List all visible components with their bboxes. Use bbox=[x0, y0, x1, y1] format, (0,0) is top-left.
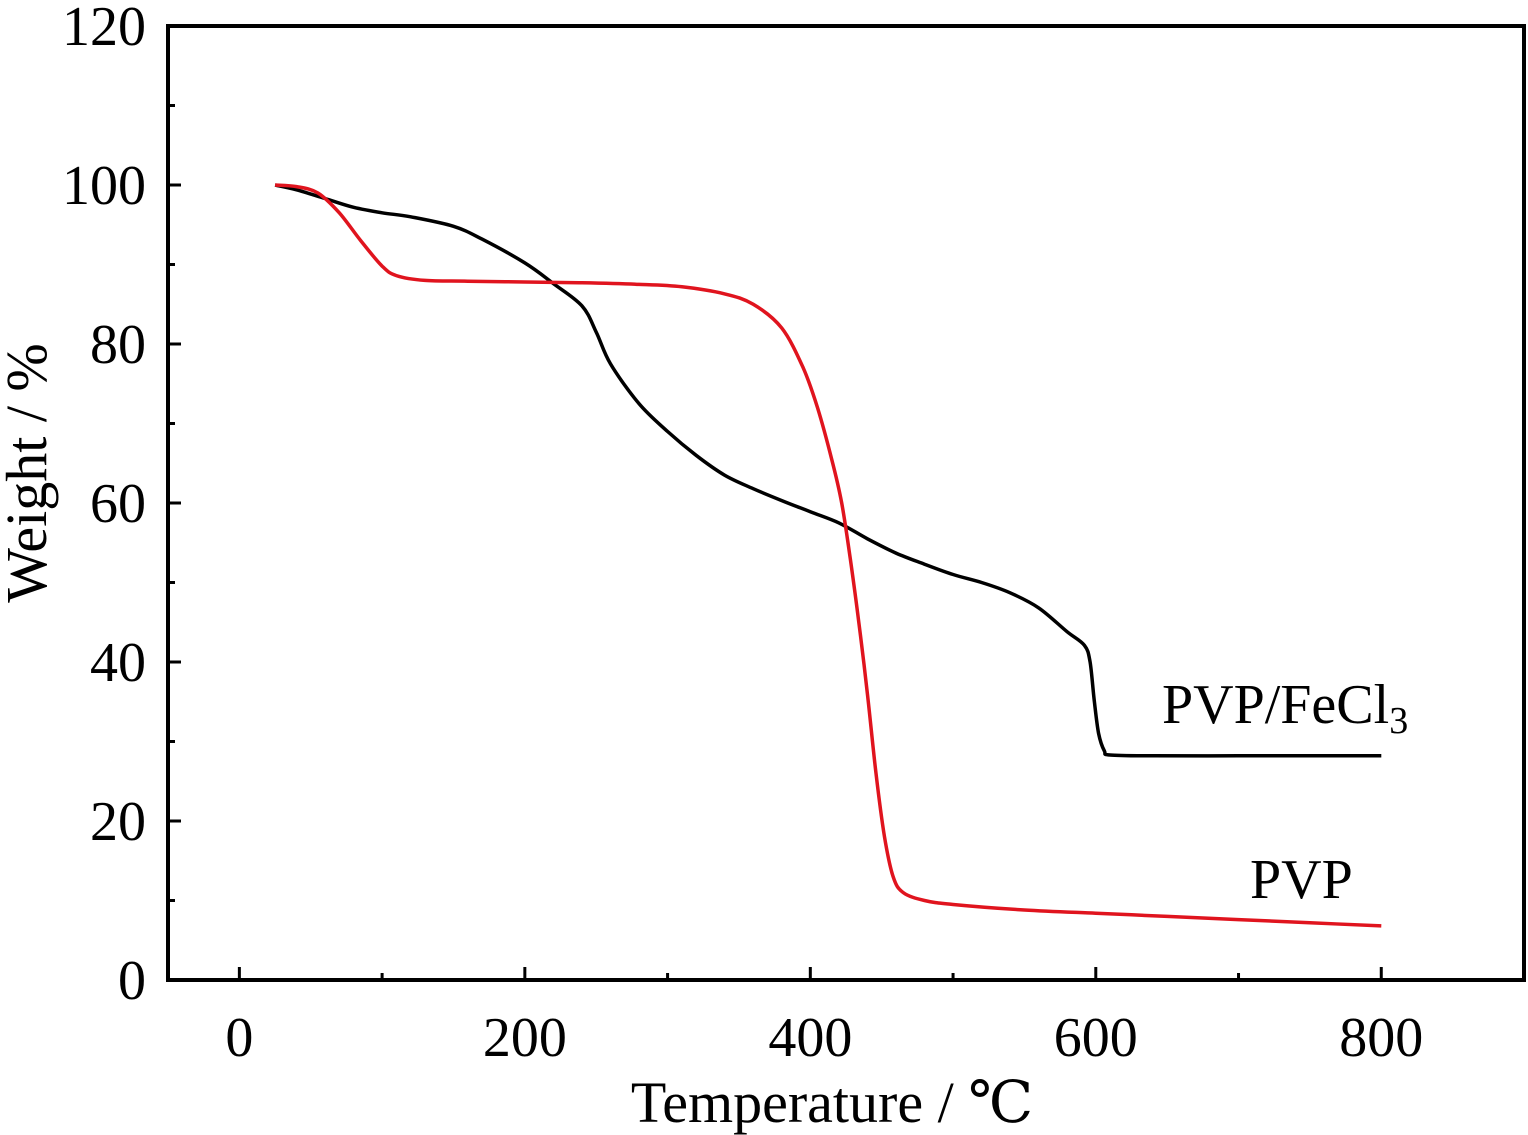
series-labels: PVP/FeCl3 PVP bbox=[1162, 674, 1408, 911]
x-tick-label: 600 bbox=[1054, 1007, 1138, 1069]
x-tick-label: 400 bbox=[768, 1007, 852, 1069]
series-line-pvp-fecl bbox=[274, 183, 1382, 758]
y-tick-label: 120 bbox=[62, 0, 146, 58]
series-label: PVP bbox=[1250, 849, 1353, 911]
y-tick-label: 40 bbox=[90, 632, 146, 694]
series-label: PVP/FeCl3 bbox=[1162, 674, 1408, 742]
y-tick-label: 80 bbox=[90, 314, 146, 376]
y-tick-label: 60 bbox=[90, 473, 146, 535]
x-tick-label: 0 bbox=[225, 1007, 253, 1069]
series-line-pvp bbox=[274, 183, 1382, 928]
series-lines bbox=[274, 183, 1382, 928]
axes: 0 200 400 600 800 0 20 40 60 80 100 120 bbox=[62, 0, 1526, 1069]
y-tick-label: 0 bbox=[118, 950, 146, 1012]
plot-frame bbox=[166, 24, 1526, 982]
x-axis-title: Temperature / ℃ bbox=[631, 1070, 1033, 1135]
x-tick-label: 800 bbox=[1339, 1007, 1423, 1069]
y-axis-title: Weight / % bbox=[0, 343, 59, 603]
x-tick-label: 200 bbox=[483, 1007, 567, 1069]
y-tick-label: 20 bbox=[90, 791, 146, 853]
y-tick-label: 100 bbox=[62, 155, 146, 217]
